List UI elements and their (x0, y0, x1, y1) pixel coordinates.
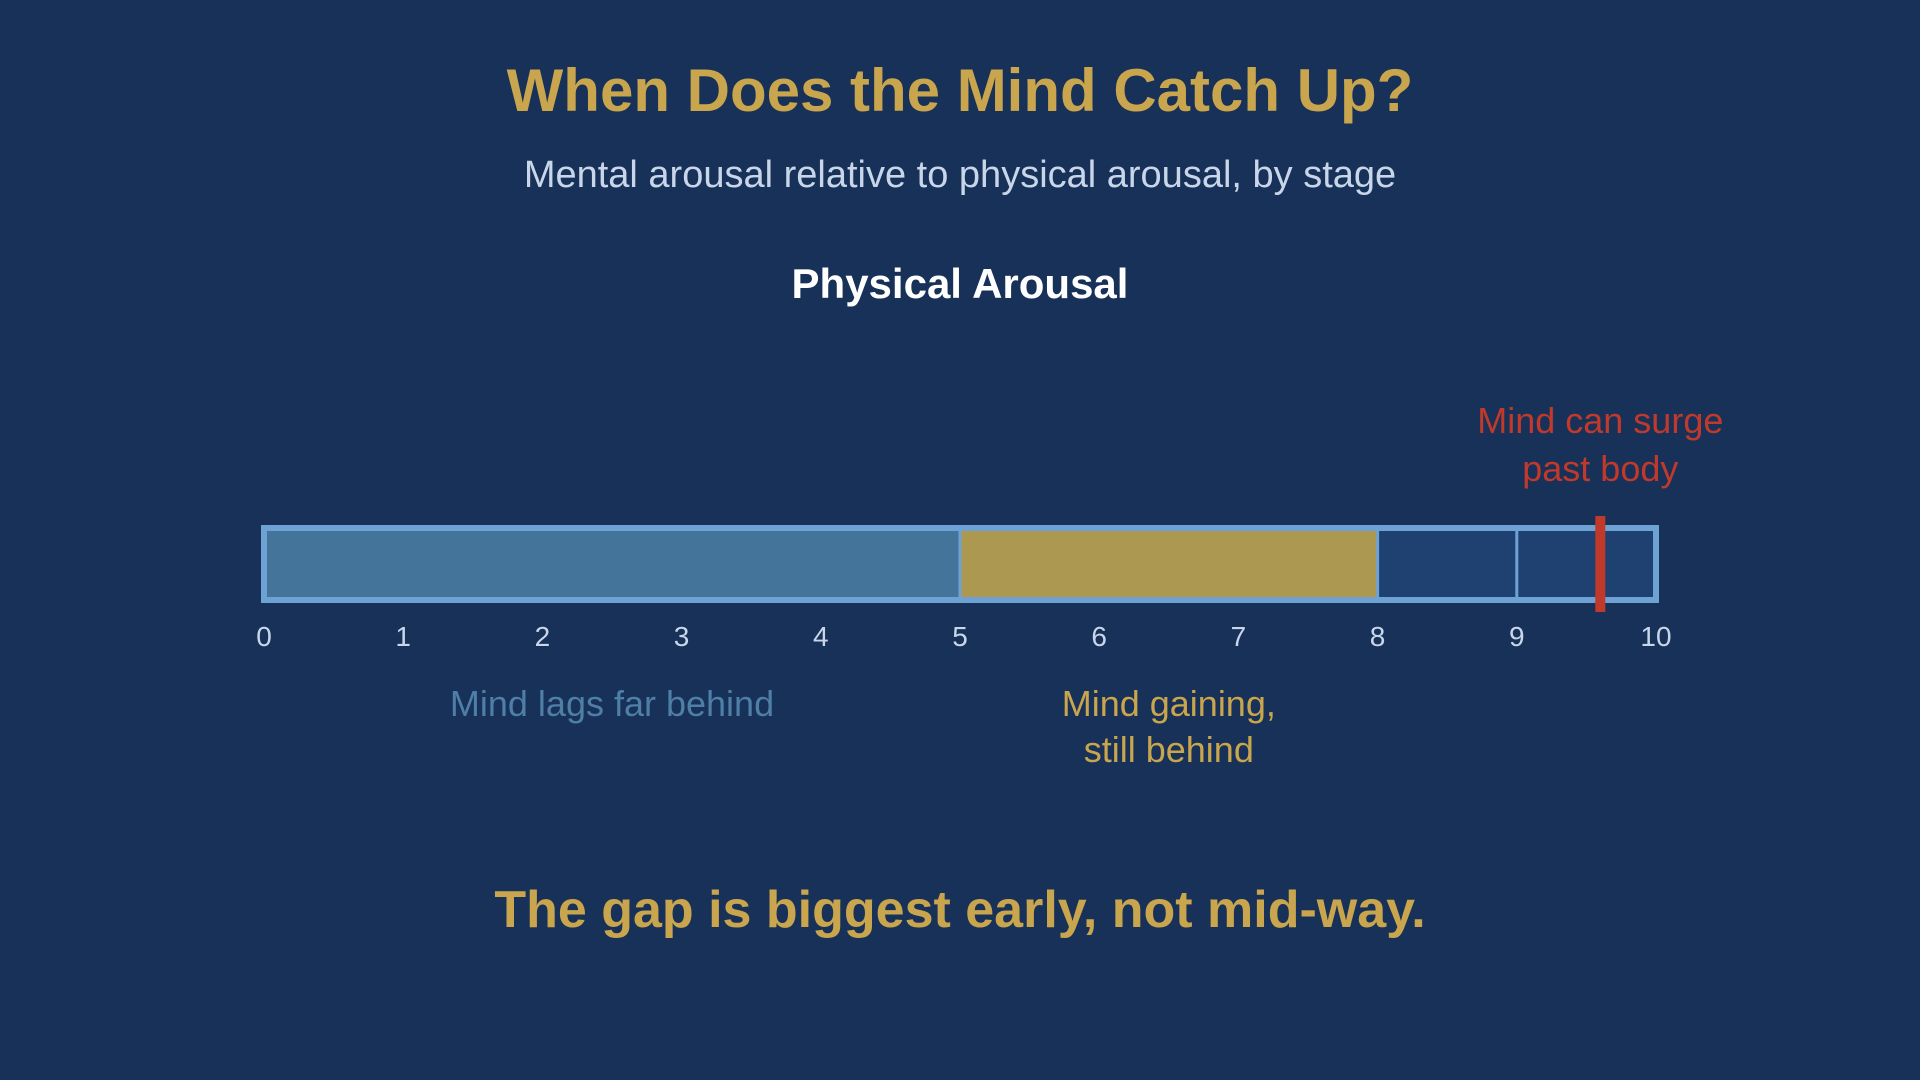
tick-label-10: 10 (1640, 621, 1671, 652)
tick-label-3: 3 (674, 621, 690, 652)
tick-label-6: 6 (1091, 621, 1107, 652)
tick-label-5: 5 (952, 621, 968, 652)
chart-title: When Does the Mind Catch Up? (506, 57, 1414, 124)
tick-label-2: 2 (535, 621, 551, 652)
tick-label-1: 1 (395, 621, 411, 652)
marker-label-line-0: Mind can surge (1477, 400, 1723, 441)
tick-label-8: 8 (1370, 621, 1386, 652)
tick-label-0: 0 (256, 621, 272, 652)
chart-subtitle: Mental arousal relative to physical arou… (523, 154, 1397, 196)
segment-1-label-line-0: Mind gaining, (1062, 683, 1276, 724)
segment-1-label-line-1: still behind (1084, 729, 1254, 770)
bar-segment-2 (1377, 528, 1517, 600)
segment-0-label-line-0: Mind lags far behind (450, 683, 774, 724)
bar-segment-0 (264, 528, 960, 600)
marker-label-line-1: past body (1522, 448, 1678, 489)
tick-label-4: 4 (813, 621, 829, 652)
bar-border (261, 525, 1659, 603)
bar-segment-1 (960, 528, 1378, 600)
bar-segment-3 (1516, 528, 1656, 600)
tick-label-7: 7 (1231, 621, 1247, 652)
axis-title: Physical Arousal (791, 260, 1129, 307)
takeaway-text: The gap is biggest early, not mid-way. (494, 881, 1426, 939)
tick-label-9: 9 (1509, 621, 1525, 652)
